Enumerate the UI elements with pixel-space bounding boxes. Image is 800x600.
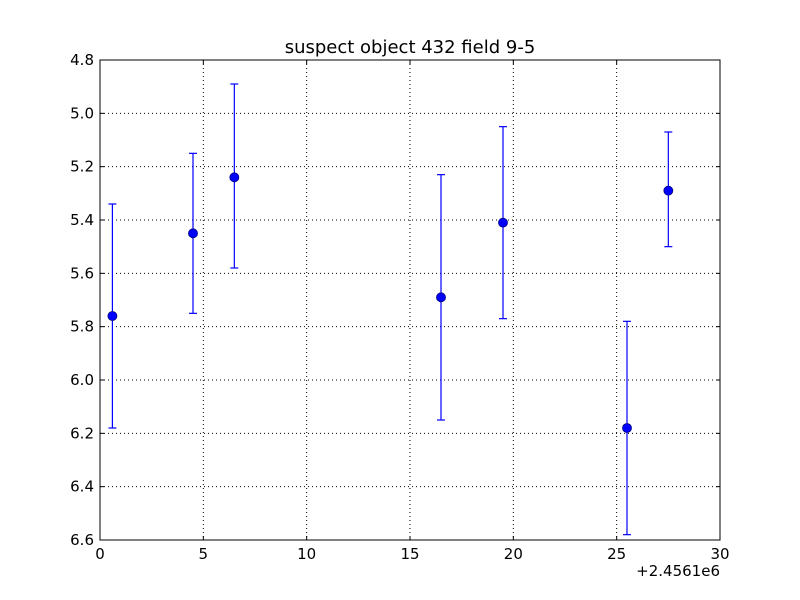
errorbar-layer — [108, 83, 673, 536]
y-tick-label: 6.6 — [70, 531, 94, 549]
chart-title: suspect object 432 field 9-5 — [285, 37, 536, 58]
y-tick-label: 5.6 — [70, 264, 94, 282]
plot-frame — [99, 59, 721, 541]
x-tick-label: 10 — [297, 545, 316, 563]
data-point — [188, 228, 198, 239]
y-tick-label: 6.4 — [70, 478, 94, 496]
data-point — [663, 185, 674, 196]
data-point — [622, 423, 632, 433]
y-tick-labels: 4.8 5.0 5.2 5.4 5.6 5.8 6.0 6.2 6.4 6.6 — [70, 51, 94, 549]
y-tick-label: 5.8 — [70, 318, 94, 336]
y-tick-label: 4.8 — [70, 51, 94, 69]
y-tick-label: 5.4 — [70, 211, 94, 229]
y-tick-label: 6.0 — [70, 371, 94, 389]
x-offset-label: +2.4561e6 — [636, 562, 720, 580]
y-tick-label: 6.2 — [70, 424, 94, 442]
point-layer — [107, 172, 674, 433]
x-tick-label: 5 — [199, 545, 209, 563]
y-tick-label: 5.2 — [70, 158, 94, 176]
data-point — [436, 292, 446, 303]
grid-layer — [100, 60, 720, 540]
x-tick-label: 20 — [504, 545, 523, 563]
x-tick-label: 30 — [710, 545, 729, 563]
y-tick-label: 5.0 — [70, 104, 94, 122]
data-point — [229, 172, 240, 183]
data-point — [498, 217, 508, 228]
x-tick-label: 15 — [400, 545, 419, 563]
data-point — [107, 311, 118, 321]
x-tick-label: 25 — [607, 545, 626, 563]
x-tick-labels: 0 5 10 15 20 25 30 — [95, 545, 729, 563]
x-tick-label: 0 — [95, 545, 105, 563]
